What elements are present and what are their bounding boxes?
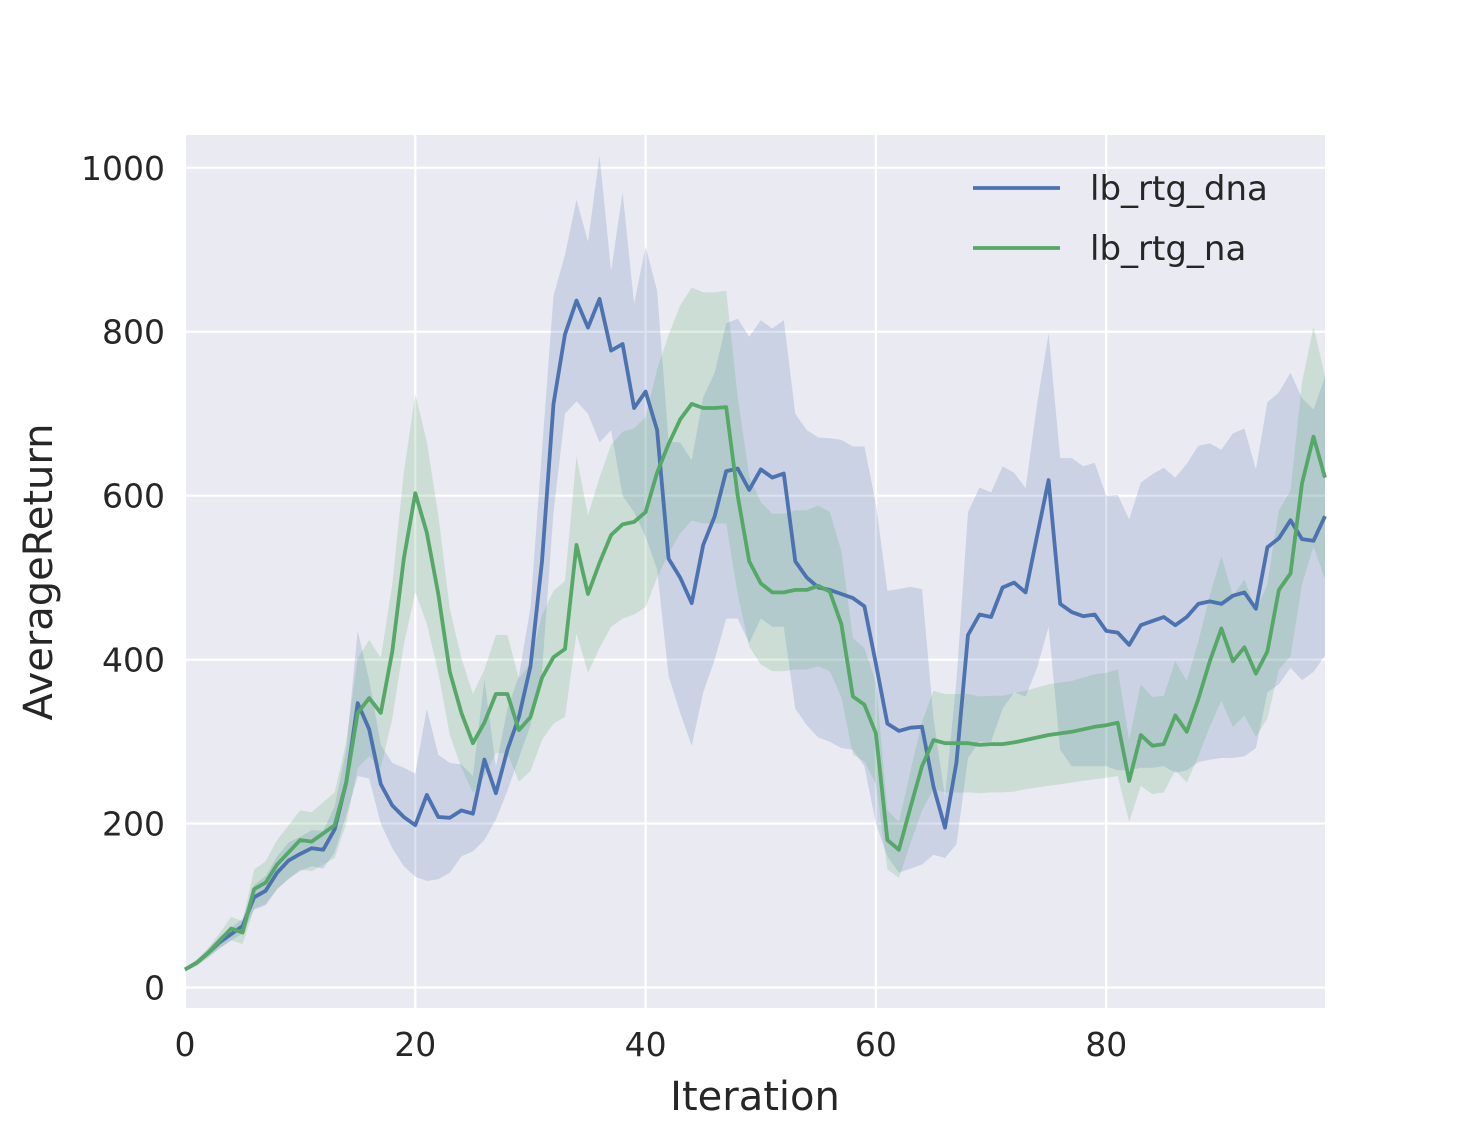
x-tick-label: 0 — [175, 1025, 196, 1064]
y-tick-label: 200 — [102, 805, 165, 844]
legend-label-lb_rtg_na: lb_rtg_na — [1090, 229, 1246, 269]
y-tick-labels: 0 200 400 600 800 1000 — [81, 149, 165, 1008]
y-tick-label: 600 — [102, 477, 165, 516]
x-tick-labels: 0 20 40 60 80 — [175, 1025, 1128, 1064]
confidence-bands — [185, 155, 1325, 972]
band-lb_rtg_na — [185, 287, 1325, 972]
legend-label-lb_rtg_dna: lb_rtg_dna — [1090, 169, 1268, 209]
x-tick-label: 80 — [1085, 1025, 1127, 1064]
x-tick-label: 40 — [625, 1025, 667, 1064]
line-lb_rtg_na — [184, 401, 1327, 972]
y-tick-label: 1000 — [81, 149, 165, 188]
y-tick-label: 800 — [102, 313, 165, 352]
y-axis-label: AverageReturn — [16, 424, 62, 721]
y-tick-label: 400 — [102, 641, 165, 680]
gridlines — [183, 135, 1325, 1008]
x-tick-label: 20 — [394, 1025, 436, 1064]
line-lb_rtg_dna — [184, 296, 1327, 972]
legend: lb_rtg_dna lb_rtg_na — [973, 169, 1268, 269]
band-lb_rtg_dna — [185, 155, 1325, 972]
series-lines — [184, 296, 1327, 972]
x-tick-label: 60 — [855, 1025, 897, 1064]
y-tick-label: 0 — [144, 969, 165, 1008]
x-axis-label: Iteration — [670, 1074, 840, 1120]
